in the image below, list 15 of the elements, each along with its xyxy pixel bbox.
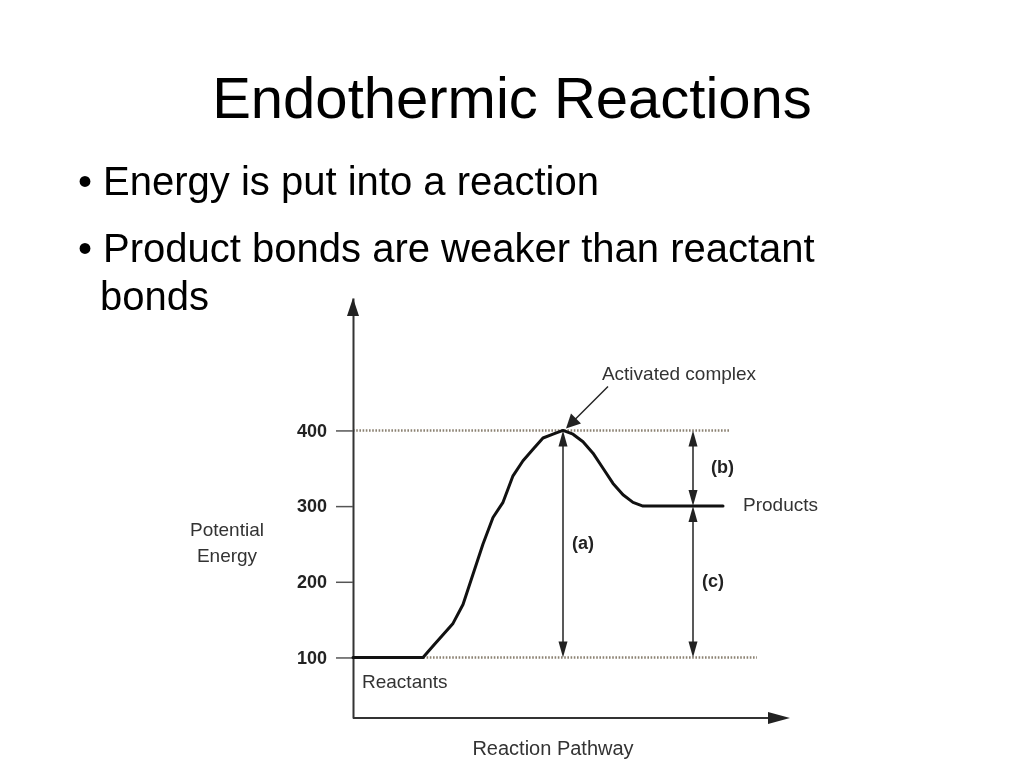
annotation: (a): [572, 532, 594, 553]
y-tick-label: 100: [296, 647, 327, 668]
text: Products: [743, 494, 818, 516]
annotation: Activated complex: [601, 363, 757, 385]
y-axis-title: Potential Energy: [190, 518, 264, 566]
annotation: Reactants: [362, 671, 448, 693]
annotation: (b): [711, 457, 734, 478]
y-tick-label: 400: [296, 420, 327, 441]
annotation: • Product bonds are weaker than reactant bonds: [78, 226, 815, 318]
annotation: (c): [702, 570, 724, 591]
text: • Energy is put into a reaction: [78, 159, 599, 203]
y-tick-label: 300: [296, 496, 327, 517]
x-axis-title: Reaction Pathway: [472, 737, 634, 759]
chart-title: Endothermic Reactions: [212, 65, 812, 130]
y-tick-label: 200: [296, 572, 327, 593]
